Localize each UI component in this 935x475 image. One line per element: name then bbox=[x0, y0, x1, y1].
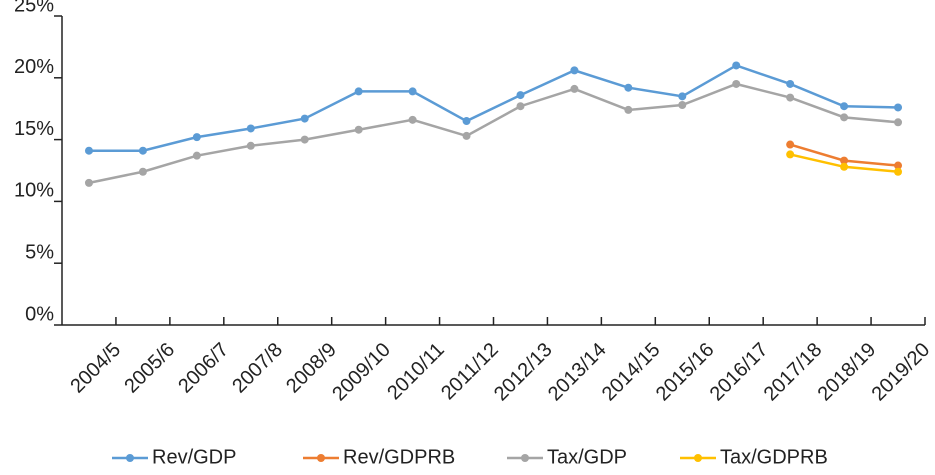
data-point bbox=[786, 140, 795, 149]
y-tick-label: 15% bbox=[14, 118, 54, 140]
data-point bbox=[408, 87, 417, 96]
legend-label: Tax/GDPRB bbox=[720, 446, 828, 468]
x-tick-label: 2005/6 bbox=[120, 339, 179, 398]
legend-label: Rev/GDP bbox=[152, 446, 236, 468]
data-point bbox=[246, 141, 255, 150]
legend-label: Tax/GDP bbox=[547, 446, 627, 468]
legend-marker bbox=[126, 454, 134, 462]
y-tick-label: 5% bbox=[25, 241, 54, 263]
data-point bbox=[300, 135, 309, 144]
data-point bbox=[624, 105, 633, 114]
y-tick-label: 10% bbox=[14, 180, 54, 202]
x-tick-label: 2018/19 bbox=[814, 339, 881, 406]
x-tick-label: 2014/15 bbox=[598, 339, 665, 406]
legend-marker bbox=[317, 454, 325, 462]
data-point bbox=[246, 124, 255, 133]
x-tick-label: 2010/11 bbox=[383, 339, 449, 405]
data-point bbox=[840, 102, 849, 111]
data-point bbox=[408, 115, 417, 124]
legend-marker bbox=[694, 454, 702, 462]
x-tick-label: 2007/8 bbox=[228, 339, 287, 398]
data-point bbox=[138, 167, 147, 176]
data-point bbox=[138, 146, 147, 155]
data-point bbox=[678, 92, 687, 101]
y-tick-label: 20% bbox=[14, 56, 54, 78]
data-point bbox=[894, 167, 903, 176]
data-point bbox=[354, 87, 363, 96]
data-point bbox=[894, 118, 903, 127]
x-tick-label: 2015/16 bbox=[652, 339, 719, 406]
data-point bbox=[840, 156, 849, 165]
data-point bbox=[354, 125, 363, 134]
x-tick-label: 2012/13 bbox=[490, 339, 557, 406]
x-tick-label: 2004/5 bbox=[66, 339, 125, 398]
data-point bbox=[192, 133, 201, 142]
x-tick-label: 2013/14 bbox=[544, 339, 611, 406]
data-point bbox=[516, 91, 525, 100]
data-point bbox=[84, 146, 93, 155]
legend-marker bbox=[521, 454, 529, 462]
data-point bbox=[786, 79, 795, 88]
series-line bbox=[88, 82, 899, 185]
data-point bbox=[624, 83, 633, 92]
data-point bbox=[300, 114, 309, 123]
x-tick-label: 2011/12 bbox=[437, 339, 503, 405]
data-point bbox=[570, 66, 579, 75]
x-tick-label: 2006/7 bbox=[174, 339, 233, 398]
y-tick-label: 0% bbox=[25, 303, 54, 325]
y-tick-label: 25% bbox=[14, 0, 54, 16]
data-point bbox=[786, 150, 795, 159]
data-point bbox=[84, 178, 93, 187]
data-point bbox=[894, 103, 903, 112]
data-point bbox=[840, 113, 849, 122]
x-tick-label: 2019/20 bbox=[868, 339, 935, 406]
data-point bbox=[786, 93, 795, 102]
data-point bbox=[462, 131, 471, 140]
data-point bbox=[462, 117, 471, 126]
data-point bbox=[732, 79, 741, 88]
data-point bbox=[840, 162, 849, 171]
data-point bbox=[894, 161, 903, 170]
x-tick-label: 2017/18 bbox=[760, 339, 827, 406]
data-point bbox=[732, 61, 741, 70]
series-line bbox=[88, 64, 899, 152]
data-point bbox=[192, 151, 201, 160]
x-tick-label: 2009/10 bbox=[328, 339, 395, 406]
legend-label: Rev/GDPRB bbox=[343, 446, 455, 468]
x-tick-label: 2016/17 bbox=[706, 339, 773, 406]
data-point bbox=[516, 102, 525, 111]
data-point bbox=[570, 84, 579, 93]
data-point bbox=[678, 100, 687, 109]
